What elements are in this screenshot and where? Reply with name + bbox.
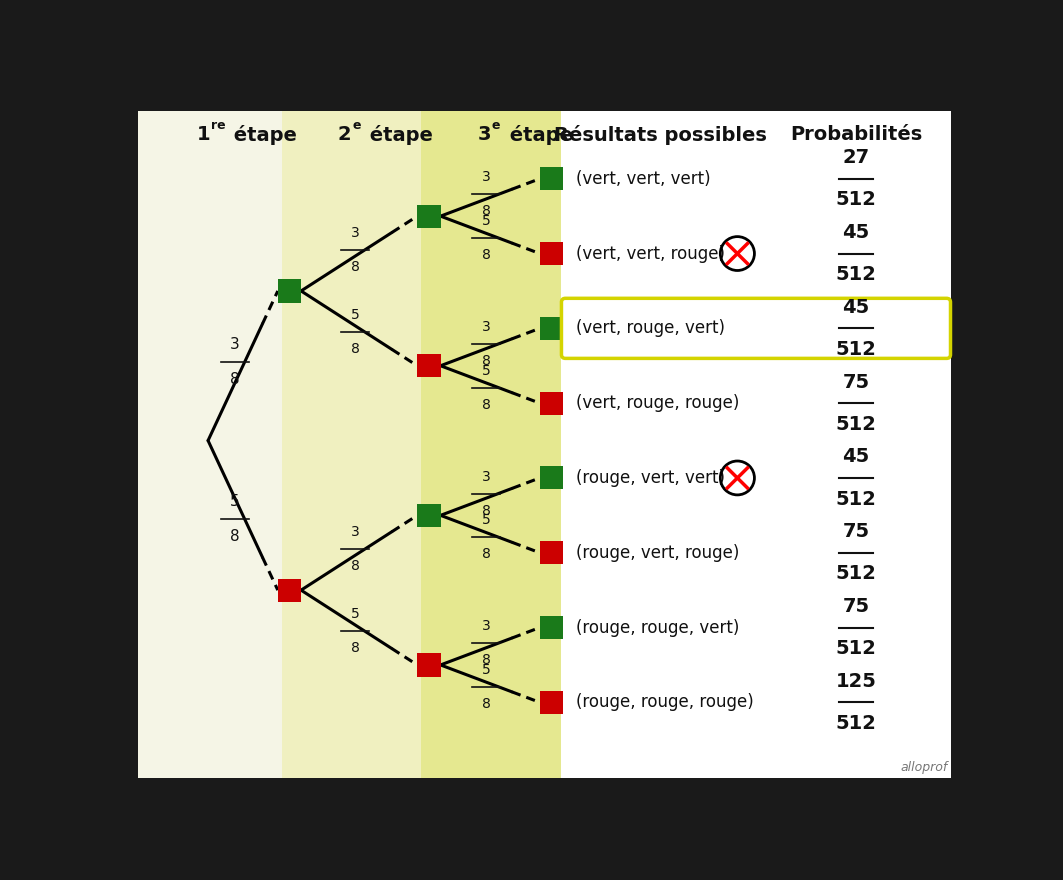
Text: (vert, vert, rouge): (vert, vert, rouge): [576, 245, 725, 262]
Text: étape: étape: [364, 125, 433, 145]
Bar: [540, 541, 563, 564]
Bar: [418, 205, 440, 228]
Text: (vert, rouge, rouge): (vert, rouge, rouge): [576, 394, 740, 412]
Text: 512: 512: [836, 190, 876, 209]
Text: 8: 8: [482, 547, 491, 561]
Text: 8: 8: [482, 248, 491, 262]
Text: Résultats possibles: Résultats possibles: [554, 125, 767, 145]
Text: 3: 3: [351, 524, 359, 539]
Text: 512: 512: [836, 414, 876, 434]
Text: 5: 5: [482, 663, 491, 677]
Text: 3: 3: [482, 470, 491, 483]
Text: 8: 8: [351, 642, 359, 656]
Text: 5: 5: [482, 513, 491, 527]
Bar: [540, 392, 563, 414]
Bar: [277, 579, 301, 602]
Text: 8: 8: [351, 559, 359, 573]
Text: 3: 3: [351, 225, 359, 239]
Text: 8: 8: [482, 503, 491, 517]
Bar: [418, 503, 440, 527]
Text: 512: 512: [836, 265, 876, 284]
Text: (rouge, rouge, rouge): (rouge, rouge, rouge): [576, 693, 754, 711]
Text: (rouge, vert, rouge): (rouge, vert, rouge): [576, 544, 740, 561]
Text: 2: 2: [338, 125, 352, 144]
FancyBboxPatch shape: [138, 111, 282, 778]
Text: étape: étape: [503, 125, 572, 145]
Text: 1: 1: [197, 125, 210, 144]
Text: (rouge, rouge, vert): (rouge, rouge, vert): [576, 619, 740, 636]
Bar: [418, 355, 440, 378]
Text: 512: 512: [836, 340, 876, 359]
Text: 512: 512: [836, 714, 876, 733]
Bar: [540, 466, 563, 489]
Text: 75: 75: [842, 597, 870, 616]
Text: 8: 8: [231, 372, 240, 387]
FancyBboxPatch shape: [560, 111, 761, 778]
Text: 8: 8: [482, 653, 491, 667]
FancyBboxPatch shape: [282, 111, 421, 778]
Text: 8: 8: [482, 398, 491, 412]
Text: e: e: [352, 119, 360, 132]
Text: 125: 125: [836, 671, 876, 691]
Text: 45: 45: [842, 297, 870, 317]
Text: alloprof: alloprof: [900, 761, 947, 774]
Text: étape: étape: [227, 125, 297, 145]
Text: 5: 5: [231, 495, 240, 510]
Bar: [540, 616, 563, 639]
Text: 5: 5: [351, 607, 359, 621]
Text: 8: 8: [482, 697, 491, 711]
Bar: [540, 691, 563, 714]
Bar: [418, 653, 440, 677]
Text: Probabilités: Probabilités: [790, 125, 922, 144]
FancyBboxPatch shape: [761, 111, 951, 778]
Text: (vert, rouge, vert): (vert, rouge, vert): [576, 319, 725, 337]
Text: 3: 3: [482, 620, 491, 634]
Text: 8: 8: [231, 529, 240, 544]
Text: 8: 8: [482, 204, 491, 218]
Text: 75: 75: [842, 372, 870, 392]
Text: 27: 27: [842, 148, 870, 167]
Text: 5: 5: [351, 308, 359, 322]
Text: 512: 512: [836, 639, 876, 658]
Text: 8: 8: [351, 342, 359, 356]
Text: 512: 512: [836, 489, 876, 509]
Text: 5: 5: [482, 363, 491, 378]
Text: e: e: [492, 119, 501, 132]
Bar: [540, 167, 563, 190]
Text: (rouge, vert, vert): (rouge, vert, vert): [576, 469, 725, 487]
Text: 3: 3: [482, 171, 491, 185]
Bar: [540, 317, 563, 340]
Text: re: re: [210, 119, 225, 132]
Text: 3: 3: [231, 337, 240, 352]
Text: 512: 512: [836, 564, 876, 583]
Text: 3: 3: [482, 320, 491, 334]
Text: 45: 45: [842, 447, 870, 466]
Text: 8: 8: [351, 260, 359, 274]
Text: 75: 75: [842, 522, 870, 541]
Bar: [540, 242, 563, 265]
Text: (vert, vert, vert): (vert, vert, vert): [576, 170, 711, 187]
Text: 3: 3: [477, 125, 491, 144]
Bar: [277, 280, 301, 303]
Text: 5: 5: [482, 214, 491, 228]
FancyBboxPatch shape: [421, 111, 560, 778]
Text: 45: 45: [842, 223, 870, 242]
Text: 8: 8: [482, 354, 491, 368]
